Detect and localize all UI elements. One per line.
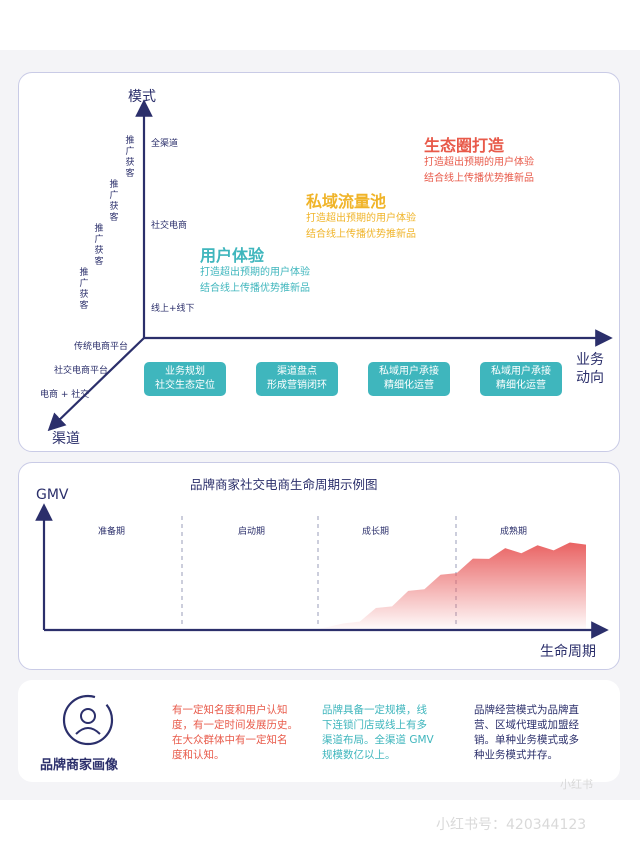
x-box-3-line1: 私域用户承接 [379, 366, 439, 377]
gmv-area-series [182, 542, 586, 630]
stage-3-desc-2: 结合线上传播优势推新品 [424, 173, 534, 184]
profile-col-1-line-3: 在大众群体中有一定知名 [172, 734, 288, 746]
diag-axis-label: 渠道 [52, 431, 80, 447]
profile-col-3: 品牌经营模式为品牌直 营、区域代理或加盟经 销。单种业务模式或多 种业务模式并存… [474, 703, 579, 763]
profile-col-3-line-3: 销。单种业务模式或多 [474, 734, 579, 746]
x-box-2: 渠道盘点 形成营销闭环 [256, 362, 338, 396]
phase-label-1: 准备期 [98, 527, 126, 537]
x-box-4-line1: 私域用户承接 [491, 366, 551, 377]
diag-tick-1: 传统电商平台 [74, 342, 129, 352]
stage-2-desc-1: 打造超出预期的用户体验 [306, 213, 416, 224]
diag-axis [47, 337, 145, 432]
y-tick-3: 线上+线下 [151, 304, 195, 314]
brand-profile-card [18, 680, 620, 782]
stage-1-title: 用户体验 [200, 246, 265, 265]
diag-tick-2: 社交电商平台 [54, 366, 109, 376]
brand-profile-title: 品牌商家画像 [40, 758, 119, 773]
x-box-1-line1: 业务规划 [165, 366, 205, 377]
chart-title: 品牌商家社交电商生命周期示例图 [190, 477, 378, 492]
profile-col-1-line-2: 度，有一定时间发展历史。 [172, 719, 298, 731]
y-axis-label: 模式 [128, 89, 156, 105]
profile-col-1-line-4: 度和认知。 [172, 749, 225, 761]
profile-col-2-line-4: 规模数亿以上。 [322, 749, 396, 761]
watermark-brand: 小红书 [560, 778, 593, 791]
x-box-4: 私域用户承接 精细化运营 [480, 362, 562, 396]
profile-col-2-line-1: 品牌具备一定规模，线 [322, 704, 427, 716]
phase-label-2: 启动期 [238, 527, 266, 537]
watermark-id: 小红书号：420344123 [436, 817, 587, 833]
stage-1-desc-1: 打造超出预期的用户体验 [200, 267, 310, 278]
profile-col-1: 有一定知名度和用户认知 度，有一定时间发展历史。 在大众群体中有一定知名 度和认… [172, 703, 298, 763]
x-box-3-line2: 精细化运营 [384, 380, 434, 391]
profile-col-1-line-1: 有一定知名度和用户认知 [172, 704, 288, 716]
profile-col-2-line-2: 下连锁门店或线上有多 [322, 719, 427, 731]
x-axis-label-2: 动向 [576, 370, 604, 386]
diag-tick-3: 电商 + 社交 [40, 390, 90, 400]
chart-ylabel: GMV [36, 487, 69, 503]
profile-col-2: 品牌具备一定规模，线 下连锁门店或线上有多 渠道布局。全渠道 GMV 规模数亿以… [322, 703, 434, 763]
vertical-label-4: 推广获客 [79, 268, 89, 311]
profile-col-2-line-3: 渠道布局。全渠道 GMV [322, 734, 434, 746]
profile-col-3-line-1: 品牌经营模式为品牌直 [474, 704, 579, 716]
profile-col-3-line-2: 营、区域代理或加盟经 [474, 719, 579, 731]
vertical-label-1: 推广获客 [125, 136, 135, 179]
phase-label-4: 成熟期 [500, 527, 528, 537]
x-box-2-line2: 形成营销闭环 [267, 380, 327, 391]
x-box-1: 业务规划 社交生态定位 [144, 362, 226, 396]
profile-col-3-line-4: 种业务模式并存。 [474, 749, 558, 761]
stage-3-title: 生态圈打造 [424, 136, 505, 155]
stage-2-desc-2: 结合线上传播优势推新品 [306, 229, 416, 240]
x-box-3: 私域用户承接 精细化运营 [368, 362, 450, 396]
stage-2-title: 私域流量池 [306, 192, 387, 211]
stage-3-desc-1: 打造超出预期的用户体验 [424, 157, 534, 168]
vertical-label-2: 推广获客 [109, 180, 119, 223]
chart-xlabel: 生命周期 [540, 644, 596, 660]
y-tick-2: 社交电商 [151, 221, 188, 231]
stage-1-desc-2: 结合线上传播优势推新品 [200, 283, 310, 294]
x-box-1-line2: 社交生态定位 [155, 380, 215, 391]
y-tick-1: 全渠道 [151, 139, 179, 149]
x-box-4-line2: 精细化运营 [496, 380, 546, 391]
x-box-2-line1: 渠道盘点 [277, 366, 317, 377]
x-axis-label-1: 业务 [576, 352, 604, 368]
phase-label-3: 成长期 [362, 527, 390, 537]
vertical-label-3: 推广获客 [94, 224, 104, 267]
